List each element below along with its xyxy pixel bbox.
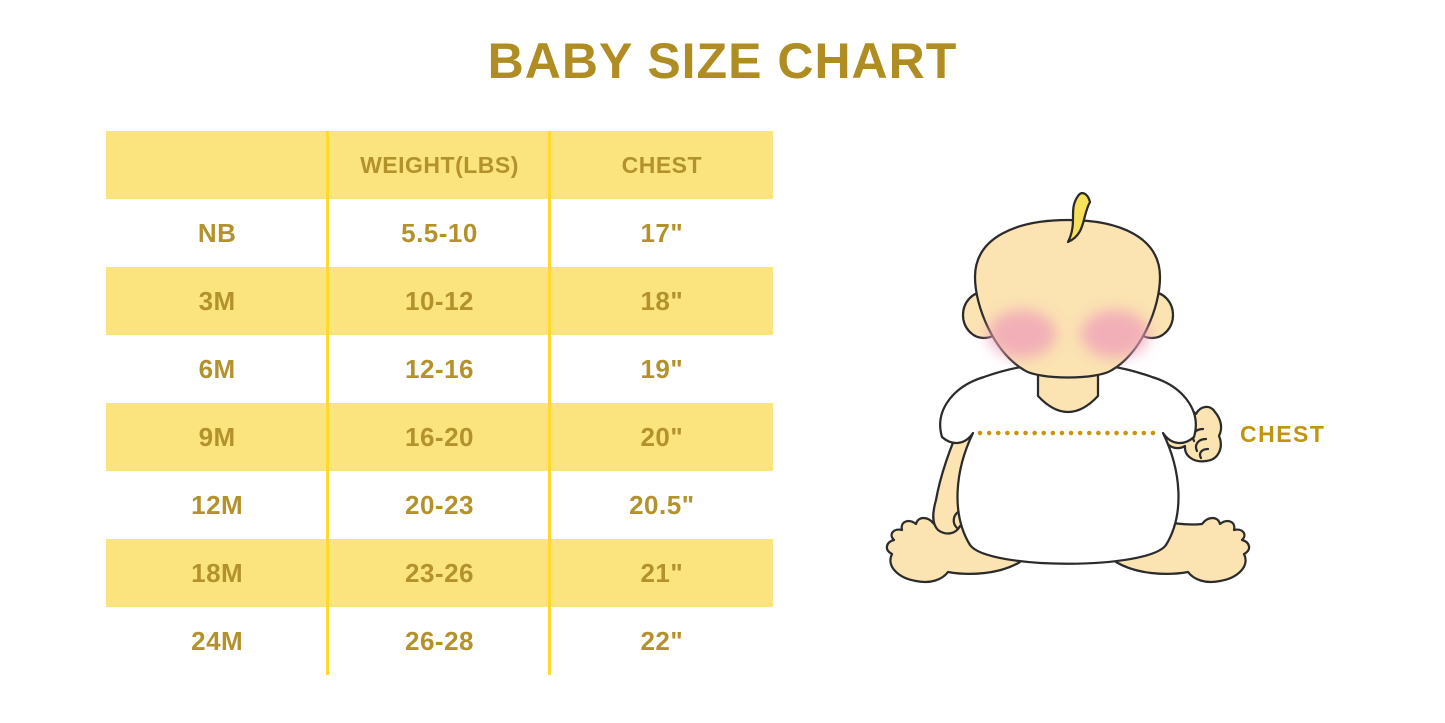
size-cell: 12M [191, 489, 244, 520]
chest-cell: 18" [640, 285, 684, 316]
header-chest: CHEST [621, 151, 703, 178]
size-cell: 9M [198, 421, 236, 452]
size-cell: 6M [198, 353, 236, 384]
table-header-row: WEIGHT(LBS) CHEST [106, 131, 773, 199]
chest-cell: 22" [640, 625, 684, 656]
hair-curl-icon [1066, 192, 1092, 244]
baby-blush [988, 310, 1149, 358]
table-row: 3M 10-12 18" [106, 267, 773, 335]
chest-cell: 19" [640, 353, 684, 384]
weight-cell: 16-20 [404, 421, 474, 452]
size-cell: NB [197, 217, 237, 248]
size-cell: 18M [191, 557, 244, 588]
weight-cell: 23-26 [404, 557, 474, 588]
weight-cell: 20-23 [404, 489, 474, 520]
table-row: 24M 26-28 22" [106, 607, 773, 675]
table-row: 9M 16-20 20" [106, 403, 773, 471]
chest-cell: 20" [640, 421, 684, 452]
size-table: WEIGHT(LBS) CHEST NB 5.5-10 17" 3M 10-12… [106, 131, 773, 675]
page-title: BABY SIZE CHART [487, 33, 958, 89]
weight-cell: 5.5-10 [401, 217, 478, 248]
table-row: 18M 23-26 21" [106, 539, 773, 607]
chest-cell: 17" [640, 217, 684, 248]
header-size [106, 131, 328, 199]
column-divider [326, 131, 329, 675]
table-row: NB 5.5-10 17" [106, 199, 773, 267]
table-row: 12M 20-23 20.5" [106, 471, 773, 539]
chest-cell: 20.5" [629, 489, 695, 520]
table-row: 6M 12-16 19" [106, 335, 773, 403]
chest-cell: 21" [640, 557, 684, 588]
weight-cell: 26-28 [404, 625, 474, 656]
size-cell: 24M [191, 625, 244, 656]
weight-cell: 12-16 [404, 353, 474, 384]
baby-illustration [872, 182, 1257, 622]
baby-illustration-svg [885, 192, 1251, 584]
size-cell: 3M [198, 285, 236, 316]
weight-cell: 10-12 [404, 285, 474, 316]
column-divider [548, 131, 551, 675]
header-weight: WEIGHT(LBS) [360, 151, 519, 178]
chest-measurement-label: CHEST [1240, 421, 1326, 447]
